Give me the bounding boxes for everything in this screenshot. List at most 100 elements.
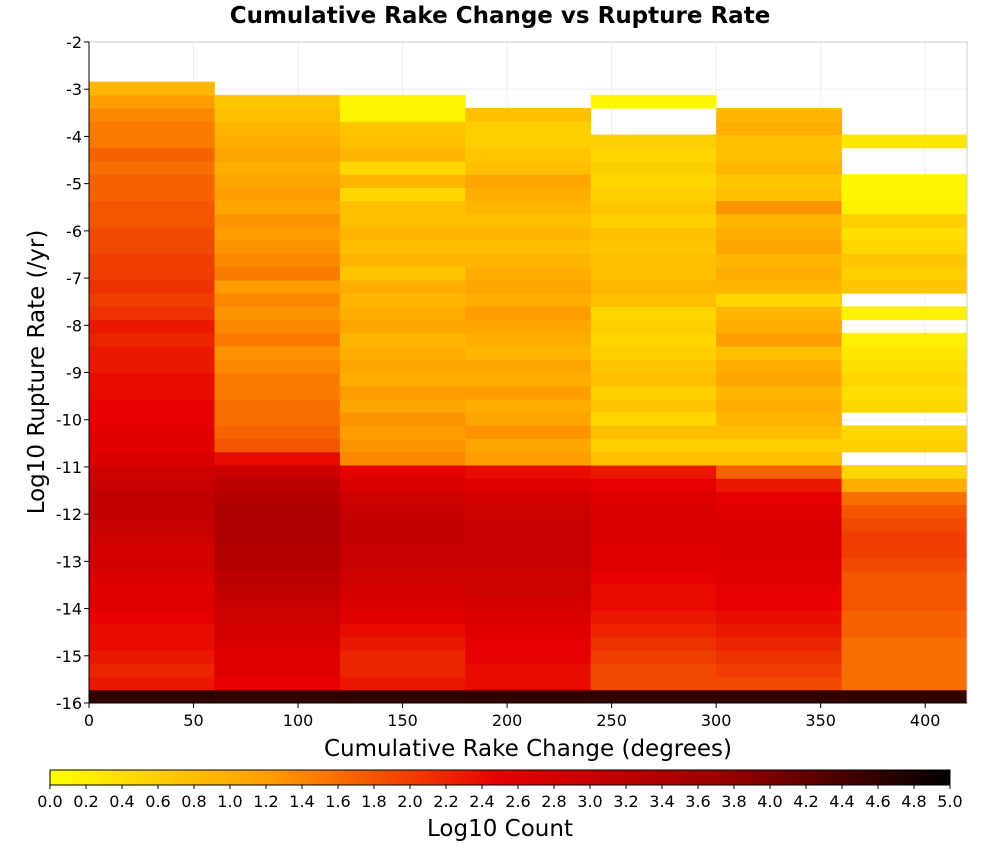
heatmap-cell — [89, 557, 215, 572]
heatmap-cells — [89, 81, 968, 704]
heatmap-cell — [465, 398, 592, 413]
heatmap-cell — [465, 359, 592, 373]
colorbar-label: Log10 Count — [427, 816, 573, 842]
y-tick-label: -7 — [66, 269, 82, 288]
heatmap-cell — [465, 544, 592, 559]
y-tick-label: -8 — [66, 316, 82, 335]
heatmap-cell — [214, 160, 341, 175]
heatmap-cell — [590, 610, 717, 625]
heatmap-cell — [214, 134, 341, 149]
colorbar-tick-label: 0.0 — [37, 792, 62, 811]
heatmap-cell — [590, 504, 717, 519]
heatmap-cell — [214, 465, 341, 479]
heatmap-cell — [841, 385, 968, 400]
heatmap-cell — [590, 227, 717, 241]
heatmap-cell — [465, 227, 592, 241]
heatmap-cell — [716, 531, 843, 545]
colorbar-tick-label: 1.8 — [361, 792, 386, 811]
heatmap-cell — [89, 531, 215, 545]
heatmap-cell — [841, 227, 968, 241]
heatmap-cell — [339, 623, 466, 638]
colorbar-tick-label: 0.6 — [145, 792, 170, 811]
heatmap-cell — [89, 504, 215, 519]
heatmap-cell — [465, 491, 592, 506]
heatmap-cell — [214, 676, 341, 691]
heatmap-cell — [841, 346, 968, 360]
heatmap-cell — [339, 597, 466, 611]
heatmap-cell — [716, 425, 843, 440]
heatmap-cell — [339, 504, 466, 519]
heatmap-cell — [339, 187, 466, 202]
heatmap-cell — [841, 187, 968, 202]
heatmap-cell — [841, 504, 968, 519]
heatmap-cell — [716, 570, 843, 585]
heatmap-cell — [339, 610, 466, 625]
heatmap-cell — [841, 478, 968, 492]
heatmap-cell — [214, 663, 341, 678]
heatmap-cell — [339, 240, 466, 255]
heatmap-cell — [465, 610, 592, 625]
heatmap-cell — [841, 663, 968, 678]
heatmap-cell — [214, 94, 341, 109]
heatmap-cell — [841, 531, 968, 545]
heatmap-cell — [339, 650, 466, 664]
heatmap-cell — [590, 557, 717, 572]
heatmap-cell — [89, 650, 215, 664]
heatmap-cell — [465, 319, 592, 334]
heatmap-cell — [716, 385, 843, 400]
y-axis-label: Log10 Rupture Rate (/yr) — [24, 230, 50, 515]
y-tick-label: -15 — [56, 647, 82, 666]
heatmap-cell — [89, 332, 215, 347]
heatmap-cell — [465, 478, 592, 492]
heatmap-cell — [841, 636, 968, 651]
y-tick-label: -14 — [56, 600, 82, 619]
heatmap-cell — [465, 346, 592, 360]
heatmap-cell — [89, 491, 215, 506]
heatmap-cell — [89, 147, 215, 162]
heatmap-cell — [841, 240, 968, 255]
heatmap-cell — [841, 623, 968, 638]
heatmap-cell — [339, 517, 466, 532]
heatmap-cell — [716, 293, 843, 307]
heatmap-cell — [716, 623, 843, 638]
y-tick-label: -10 — [56, 411, 82, 430]
heatmap-cell — [339, 412, 466, 426]
heatmap-cell — [89, 359, 215, 373]
heatmap-cell — [590, 636, 717, 651]
heatmap-cell — [214, 174, 341, 188]
heatmap-cell — [841, 332, 968, 347]
heatmap-cell — [89, 438, 215, 453]
heatmap-cell — [89, 398, 215, 413]
heatmap-cell — [841, 650, 968, 664]
heatmap-cell — [339, 425, 466, 440]
heatmap-cell — [841, 557, 968, 572]
heatmap-cell — [214, 398, 341, 413]
heatmap-cell — [716, 398, 843, 413]
heatmap-cell — [89, 346, 215, 360]
colorbar-tick-label: 0.8 — [181, 792, 206, 811]
heatmap-cell — [465, 160, 592, 175]
heatmap-cell — [716, 663, 843, 678]
heatmap-cell — [590, 584, 717, 598]
heatmap-cell — [339, 398, 466, 413]
heatmap-cell — [89, 412, 215, 426]
heatmap-cell — [465, 266, 592, 281]
colorbar — [49, 769, 951, 786]
colorbar-tick-label: 5.0 — [937, 792, 962, 811]
heatmap-cell — [339, 491, 466, 506]
heatmap-cell — [465, 504, 592, 519]
colorbar-tick-label: 0.4 — [109, 792, 134, 811]
heatmap-cell — [841, 398, 968, 413]
heatmap-cell — [339, 306, 466, 321]
y-tick-label: -12 — [56, 505, 82, 524]
y-tick-label: -3 — [66, 80, 82, 99]
heatmap-cell — [590, 240, 717, 255]
heatmap-cell — [339, 346, 466, 360]
heatmap-cell — [716, 544, 843, 559]
heatmap-cell — [716, 478, 843, 492]
heatmap-cell — [590, 570, 717, 585]
heatmap-cell — [214, 478, 341, 492]
heatmap-cell — [214, 517, 341, 532]
heatmap-cell — [214, 293, 341, 307]
x-tick-label: 400 — [910, 711, 941, 730]
